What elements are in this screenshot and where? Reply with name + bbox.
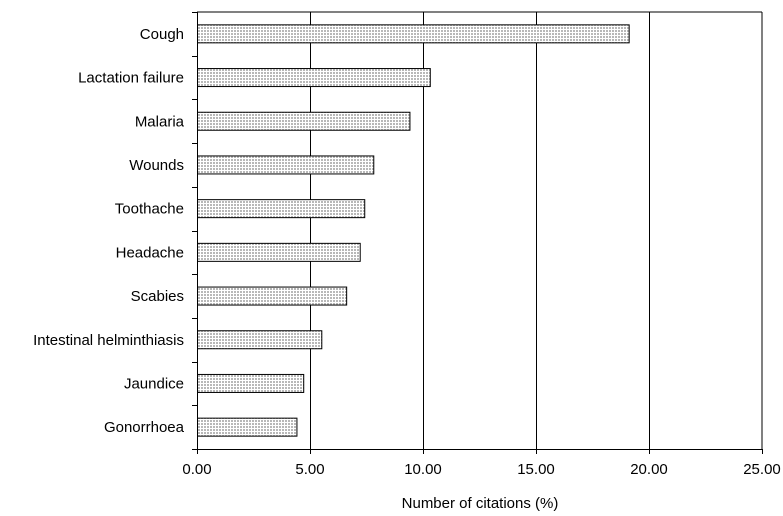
category-label: Cough <box>140 26 184 43</box>
x-tick-label: 10.00 <box>404 461 442 478</box>
category-label: Toothache <box>115 201 184 218</box>
x-tick-labels: 0.00 5.00 10.00 15.00 20.00 25.00 <box>182 461 780 478</box>
bar <box>197 417 298 437</box>
category-label: Wounds <box>129 157 184 174</box>
category-label: Headache <box>116 244 184 261</box>
category-label: Lactation failure <box>78 70 184 87</box>
category-label: Malaria <box>135 113 185 130</box>
bar <box>197 155 375 175</box>
x-tick-label: 15.00 <box>517 461 555 478</box>
bar <box>197 111 411 131</box>
bar <box>197 330 323 350</box>
category-labels: Cough Lactation failure Malaria Wounds Tooth… <box>33 26 185 436</box>
x-tick-label: 25.00 <box>743 461 781 478</box>
bar <box>197 286 348 306</box>
axes <box>192 11 763 454</box>
bar <box>197 373 305 393</box>
category-label: Intestinal helminthiasis <box>33 332 184 349</box>
category-label: Scabies <box>131 288 184 305</box>
category-label: Jaundice <box>124 375 184 392</box>
bar <box>197 199 366 219</box>
x-tick-label: 5.00 <box>295 461 324 478</box>
x-axis-title: Number of citations (%) <box>402 495 559 512</box>
category-label: Gonorrhoea <box>104 419 185 436</box>
bar <box>197 68 431 88</box>
x-tick-label: 0.00 <box>182 461 211 478</box>
bars <box>197 24 630 437</box>
x-tick-label: 20.00 <box>630 461 668 478</box>
bar <box>197 24 630 44</box>
bar <box>197 242 361 262</box>
